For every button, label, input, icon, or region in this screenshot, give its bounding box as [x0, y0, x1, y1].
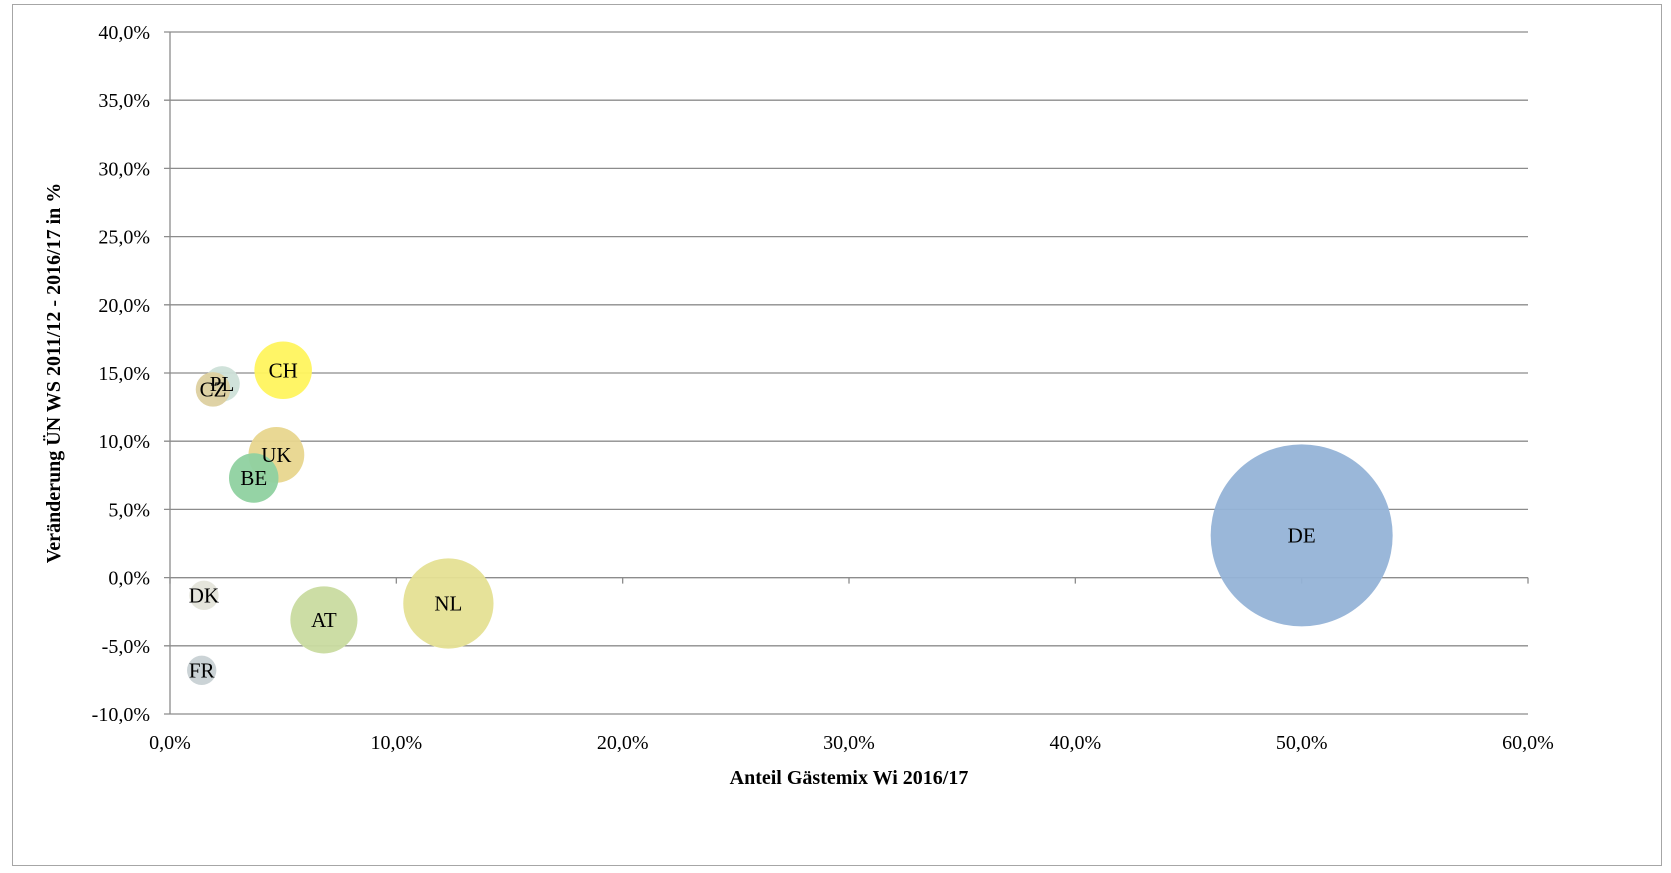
y-tick-label: 20,0% [98, 295, 150, 317]
y-tick-label: 40,0% [98, 22, 150, 44]
bubble-dk [189, 580, 219, 611]
bubble-label-ch: CH [269, 358, 298, 382]
x-tick-label: 0,0% [149, 732, 191, 754]
x-tick-label: 10,0% [370, 732, 422, 754]
bubble-label-uk: UK [261, 443, 291, 467]
bubble-label-pl: PL [210, 372, 235, 396]
bubble-nl [403, 558, 494, 649]
y-tick-label: -5,0% [102, 636, 150, 658]
bubble-fr [187, 655, 217, 686]
bubble-at [290, 586, 358, 654]
axes: -10,0% -5,0% 0,0% 5,0% 10,0% 15,0% 20,0% 25,0% 3… [92, 22, 1554, 754]
bubble-label-be: BE [240, 466, 267, 490]
x-tick-label: 40,0% [1049, 732, 1101, 754]
bubble-label-de: DE [1288, 523, 1316, 547]
x-tick-label: 60,0% [1502, 732, 1554, 754]
y-tick-label: 25,0% [98, 227, 150, 249]
bubble-de [1210, 444, 1393, 627]
bubble-label-nl: NL [434, 592, 462, 616]
x-tick-label: 30,0% [823, 732, 875, 754]
x-axis-title: Anteil Gästemix Wi 2016/17 [730, 767, 969, 789]
bubble-label-dk: DK [189, 583, 219, 607]
y-tick-label: 0,0% [108, 568, 150, 590]
y-tick-label: -10,0% [92, 704, 150, 726]
bubbles [187, 341, 1393, 686]
y-tick-label: 30,0% [98, 158, 150, 180]
y-tick-label: 35,0% [98, 90, 150, 112]
y-tick-label: 10,0% [98, 431, 150, 453]
y-tick-label: 15,0% [98, 363, 150, 385]
bubble-ch [254, 341, 312, 400]
bubble-be [228, 453, 279, 503]
bubble-label-at: AT [311, 608, 337, 632]
bubble-label-cz: CZ [200, 377, 227, 401]
x-tick-label: 20,0% [597, 732, 649, 754]
x-tick-label: 50,0% [1276, 732, 1328, 754]
bubble-label-fr: FR [189, 658, 215, 682]
y-axis-title: Veränderung ÜN WS 2011/12 - 2016/17 in % [42, 183, 65, 564]
gridlines [164, 31, 1528, 715]
bubble-cz [195, 372, 231, 407]
y-tick-label: 5,0% [108, 499, 150, 521]
